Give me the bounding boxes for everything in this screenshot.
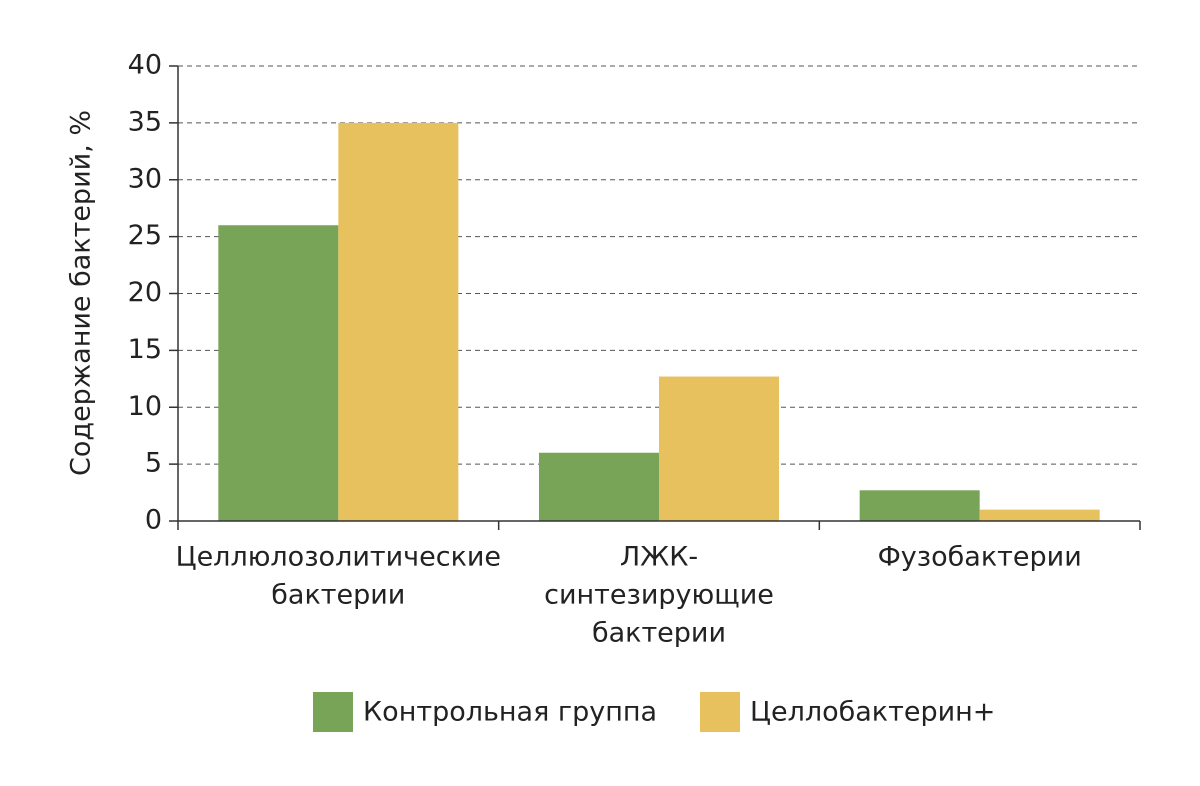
legend-label: Целлобактерин+	[750, 697, 995, 728]
bar	[338, 122, 459, 521]
x-tick-label: синтезирующие	[544, 580, 774, 611]
y-tick-label: 40	[128, 50, 162, 81]
y-tick-label: 15	[128, 334, 162, 365]
bar	[979, 509, 1100, 521]
y-tick-label: 35	[128, 106, 162, 137]
bar	[539, 452, 659, 521]
y-axis-label: Содержание бактерий, %	[66, 110, 97, 476]
bar	[659, 376, 779, 521]
y-tick-label: 10	[128, 391, 162, 422]
legend-swatch	[313, 692, 353, 732]
x-tick-label: бактерии	[271, 580, 405, 611]
y-tick-label: 5	[145, 448, 162, 479]
legend-swatch	[700, 692, 740, 732]
x-tick-label: ЛЖК-	[620, 542, 698, 573]
x-tick-label: бактерии	[592, 618, 726, 649]
x-tick-label: Фузобактерии	[878, 542, 1082, 573]
legend-label: Контрольная группа	[363, 697, 657, 728]
x-tick-label: Целлюлозолитические	[176, 542, 501, 573]
y-tick-label: 30	[128, 163, 162, 194]
bar	[859, 490, 980, 521]
y-tick-label: 25	[128, 220, 162, 251]
y-tick-label: 0	[145, 505, 162, 536]
y-tick-label: 20	[128, 277, 162, 308]
bar	[218, 225, 339, 521]
